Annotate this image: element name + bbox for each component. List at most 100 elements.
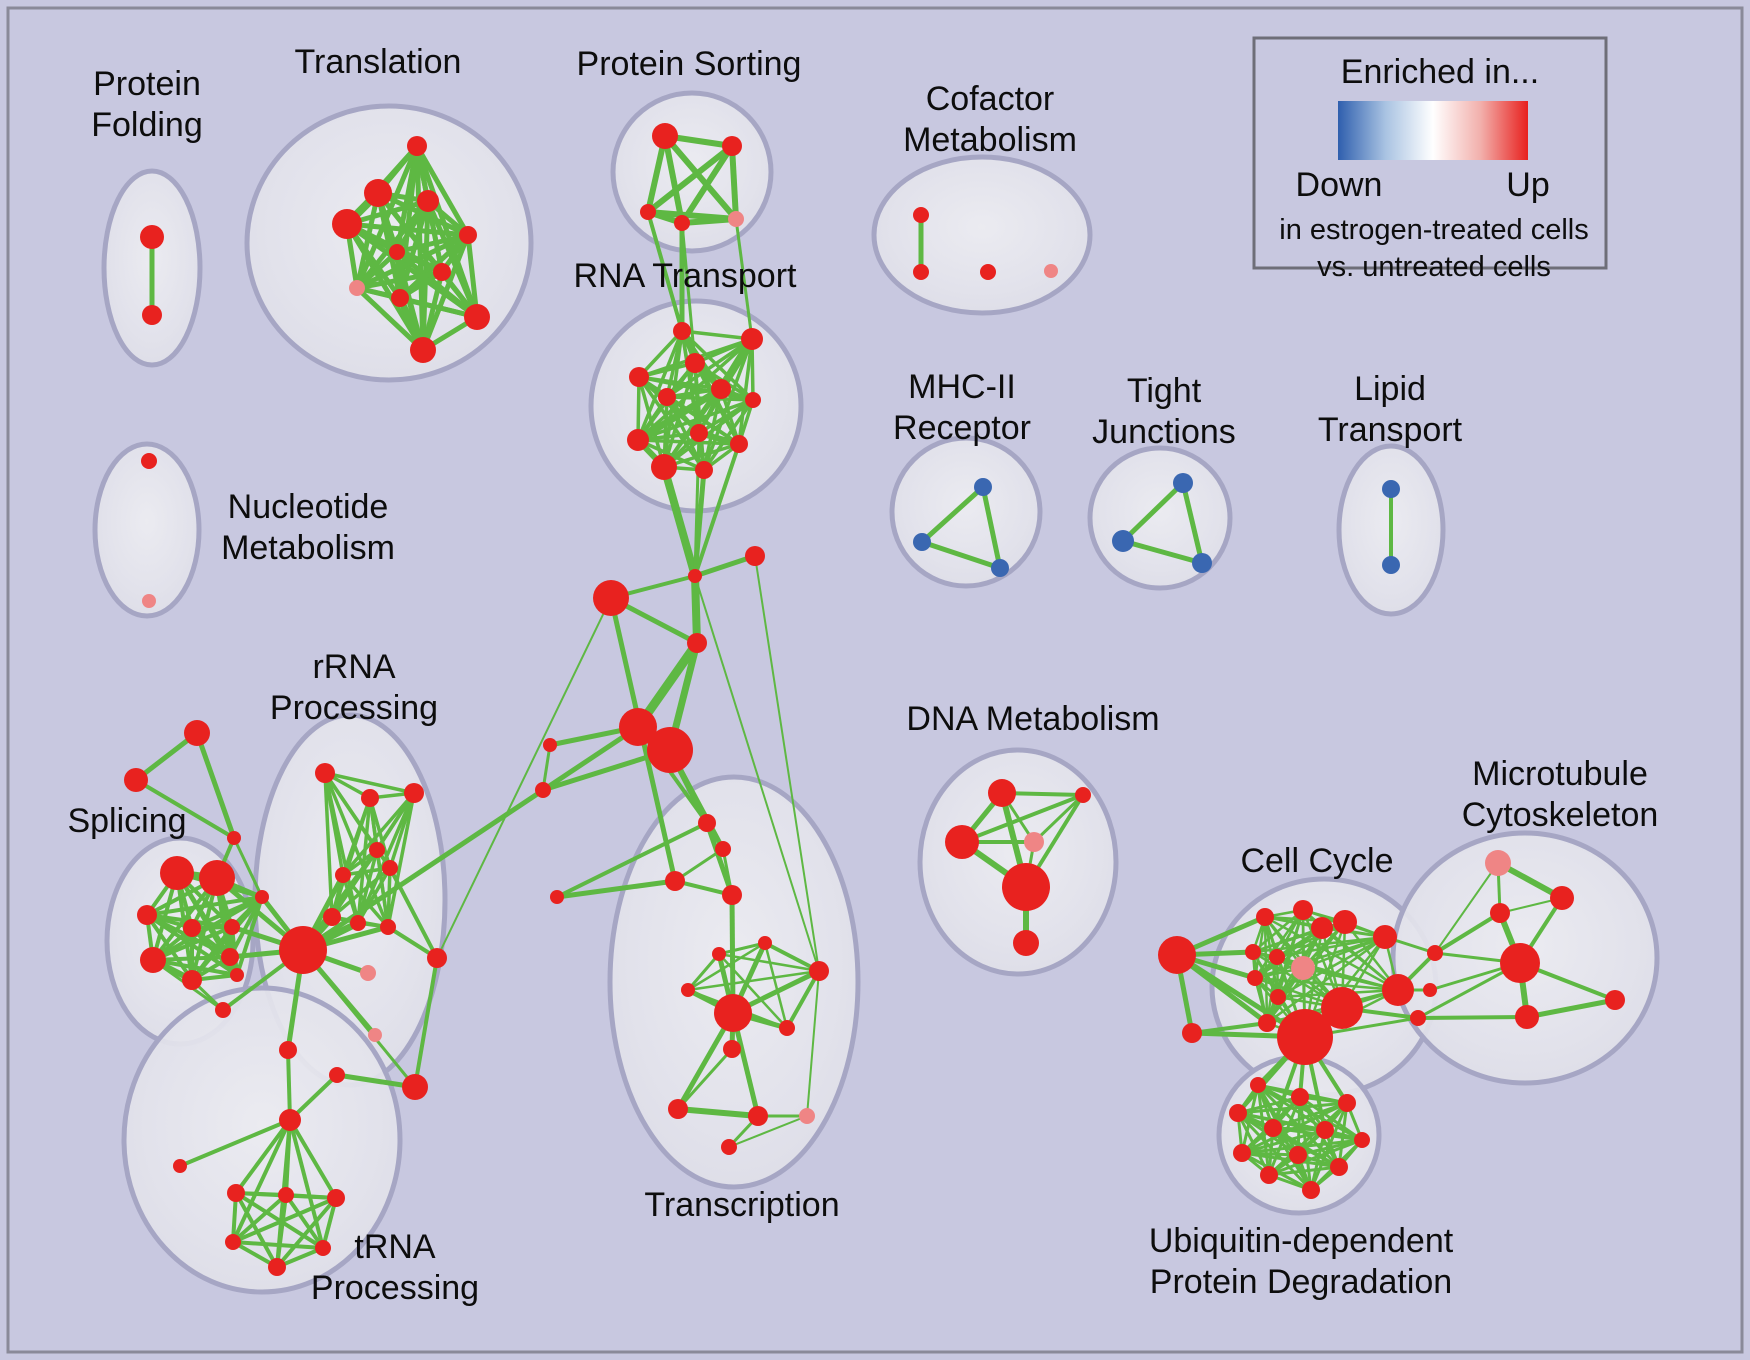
node-rt4 — [629, 367, 649, 387]
edge — [1180, 482, 1205, 564]
cluster-label-lipid_transport-line1: Lipid — [1354, 370, 1426, 408]
node-tr5 — [758, 936, 772, 950]
legend-up-label: Up — [1506, 166, 1549, 204]
node-s6 — [255, 890, 269, 904]
legend: Enriched in... Down Up in estrogen-treat… — [1252, 36, 1608, 283]
node-ps3 — [640, 204, 656, 220]
edge — [355, 250, 399, 290]
edge — [660, 465, 699, 578]
edge — [646, 211, 684, 332]
node-cc12 — [1258, 1014, 1276, 1032]
edge — [1277, 935, 1386, 999]
edge — [687, 969, 820, 992]
edge — [346, 221, 469, 238]
edge — [1433, 911, 1502, 955]
edge — [1237, 1095, 1301, 1115]
edge — [356, 792, 416, 924]
edge — [465, 234, 480, 318]
node-r6 — [323, 908, 341, 926]
node-mn — [687, 633, 707, 653]
edge — [636, 386, 723, 443]
node-t6 — [389, 244, 405, 260]
node-ccbig — [1277, 1009, 1333, 1065]
cluster-label-transcription: Transcription — [644, 1186, 839, 1224]
node-ub3 — [1338, 1094, 1356, 1112]
node-dn3 — [945, 825, 979, 859]
edge — [1268, 1138, 1363, 1177]
node-cc5 — [1373, 925, 1397, 949]
edge — [637, 329, 684, 379]
node-cc6 — [1382, 974, 1414, 1006]
edge — [980, 486, 1003, 569]
node-s1 — [160, 856, 194, 890]
node-tr12 — [748, 1106, 768, 1126]
node-ub1 — [1250, 1077, 1266, 1093]
node-s9 — [221, 948, 239, 966]
edge — [662, 135, 685, 224]
node-r7 — [350, 915, 366, 931]
node-r8 — [380, 919, 396, 935]
node-pf1 — [140, 225, 164, 249]
node-tr4 — [722, 885, 742, 905]
node-ta — [227, 1184, 245, 1202]
node-cc13 — [1321, 987, 1363, 1029]
edge — [336, 1072, 416, 1090]
node-bl — [593, 580, 629, 616]
node-tr13 — [799, 1108, 815, 1124]
edge — [694, 575, 820, 972]
node-rt3 — [685, 353, 705, 373]
edge — [301, 949, 417, 1088]
node-pf2 — [142, 305, 162, 325]
node-cn3 — [1410, 1010, 1426, 1026]
node-cc4 — [1333, 910, 1357, 934]
edge — [1526, 997, 1616, 1020]
node-cc_out2 — [1182, 1023, 1202, 1043]
cluster-label-translation: Translation — [295, 43, 462, 81]
node-mh2 — [913, 533, 931, 551]
cluster-label-ubiquitin_degradation-line1: Ubiquitin-dependent — [1149, 1222, 1454, 1260]
node-r4 — [335, 867, 351, 883]
edge — [1254, 976, 1399, 992]
edge — [556, 821, 708, 899]
node-trleft — [550, 890, 564, 904]
node-cm1 — [913, 207, 929, 223]
node-mh3 — [991, 559, 1009, 577]
cluster-label-ubiquitin_degradation-line2: Protein Degradation — [1150, 1263, 1452, 1301]
cluster-label-lipid_transport-line2: Transport — [1318, 411, 1463, 449]
edge — [729, 145, 739, 220]
cluster-label-microtubule_cytoskeleton-line1: Microtubule — [1472, 755, 1648, 793]
cluster-label-cell_cycle: Cell Cycle — [1240, 842, 1393, 880]
node-rn — [745, 546, 765, 566]
edge — [1268, 1165, 1340, 1177]
node-ub12 — [1302, 1181, 1320, 1199]
edge — [1191, 1021, 1268, 1035]
edge — [728, 1115, 808, 1148]
cluster-label-protein_folding-line2: Folding — [91, 106, 203, 144]
edge — [288, 1118, 338, 1200]
edge — [680, 222, 697, 364]
cluster-label-nucleotide_metabolism-line1: Nucleotide — [228, 488, 389, 526]
edge — [1276, 935, 1386, 959]
edge — [663, 442, 740, 469]
legend-context-line1: in estrogen-treated cells — [1279, 214, 1589, 246]
cluster-label-tight_junctions-line2: Junctions — [1092, 413, 1236, 451]
node-tj1 — [1173, 473, 1193, 493]
edge — [330, 866, 392, 919]
edge — [231, 1193, 288, 1244]
node-cc7 — [1245, 944, 1261, 960]
edge — [637, 438, 740, 446]
node-tr3 — [665, 871, 685, 891]
node-tr6 — [712, 947, 726, 961]
node-s8 — [182, 970, 202, 990]
node-tc — [327, 1189, 345, 1207]
node-hub2 — [647, 727, 693, 773]
node-hub1 — [619, 708, 657, 746]
edge — [637, 438, 705, 472]
edge — [637, 398, 754, 442]
cluster-bubble-nucleotide_metabolism — [92, 441, 202, 619]
legend-box — [1252, 36, 1608, 270]
node-cc11 — [1270, 989, 1286, 1005]
node-r2 — [361, 789, 379, 807]
edge — [1237, 1101, 1348, 1115]
